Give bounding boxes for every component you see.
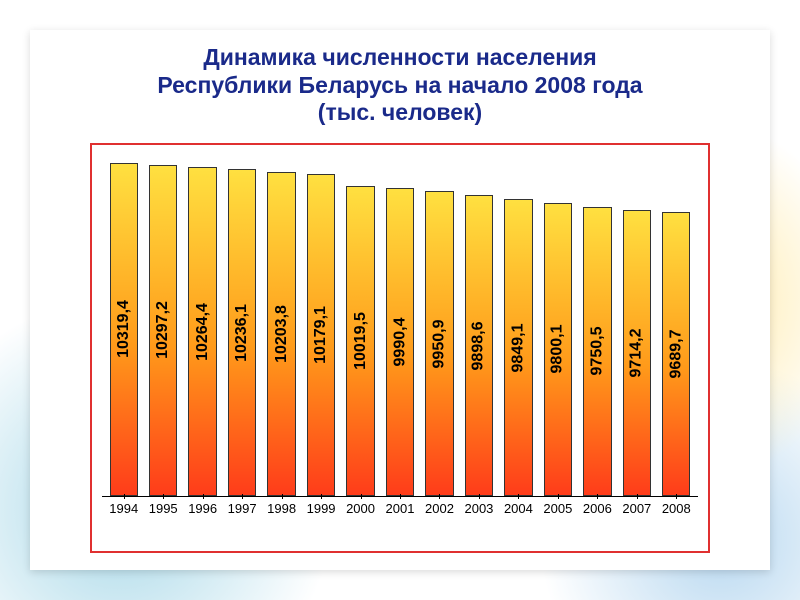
bar-value-label: 9714,2 <box>628 328 646 377</box>
bar: 10297,2 <box>145 157 180 496</box>
bar-value-label: 10203,8 <box>273 305 291 363</box>
bar-plot: 10319,4 10297,2 10264,4 10236,1 10203,8 10179… <box>102 157 698 497</box>
bar-value-label: 9689,7 <box>667 329 685 378</box>
x-tick-label: 2007 <box>619 501 654 516</box>
x-tick-label: 2006 <box>580 501 615 516</box>
bar: 9800,1 <box>540 157 575 496</box>
bar-value-label: 10319,4 <box>115 300 133 358</box>
x-tick-label: 1994 <box>106 501 141 516</box>
x-tick-label: 1996 <box>185 501 220 516</box>
x-tick-label: 1998 <box>264 501 299 516</box>
bar: 9950,9 <box>422 157 457 496</box>
x-tick-label: 2002 <box>422 501 457 516</box>
bar: 10179,1 <box>303 157 338 496</box>
bar: 9849,1 <box>501 157 536 496</box>
bar-value-label: 9990,4 <box>391 318 409 367</box>
bar-value-label: 10179,1 <box>312 306 330 364</box>
bar: 9689,7 <box>659 157 694 496</box>
slide: Динамика численности населения Республик… <box>30 30 770 570</box>
chart-frame: 10319,4 10297,2 10264,4 10236,1 10203,8 10179… <box>90 143 710 553</box>
bar-value-label: 10236,1 <box>233 304 251 362</box>
bar: 9750,5 <box>580 157 615 496</box>
x-tick-label: 1999 <box>303 501 338 516</box>
bar: 9714,2 <box>619 157 654 496</box>
x-tick-label: 2000 <box>343 501 378 516</box>
bar-value-label: 10264,4 <box>194 303 212 361</box>
x-tick-label: 2003 <box>461 501 496 516</box>
bar-value-label: 9800,1 <box>549 325 567 374</box>
bar: 10236,1 <box>224 157 259 496</box>
bar: 10319,4 <box>106 157 141 496</box>
bar-value-label: 9849,1 <box>509 323 527 372</box>
chart-title: Динамика численности населения Республик… <box>30 44 770 137</box>
bar-value-label: 10297,2 <box>154 301 172 359</box>
x-tick-label: 1997 <box>224 501 259 516</box>
bar-value-label: 9950,9 <box>430 319 448 368</box>
bar: 9898,6 <box>461 157 496 496</box>
bar-value-label: 10019,5 <box>352 312 370 370</box>
bar: 10203,8 <box>264 157 299 496</box>
x-tick-label: 2001 <box>382 501 417 516</box>
x-tick-label: 2005 <box>540 501 575 516</box>
bar-value-label: 9898,6 <box>470 321 488 370</box>
x-axis: 1994 1995 1996 1997 1998 1999 2000 2001 2002 2003… <box>102 497 698 516</box>
x-tick-label: 2008 <box>659 501 694 516</box>
bar-value-label: 9750,5 <box>588 327 606 376</box>
x-tick-label: 1995 <box>145 501 180 516</box>
x-tick-label: 2004 <box>501 501 536 516</box>
bar: 9990,4 <box>382 157 417 496</box>
bar: 10264,4 <box>185 157 220 496</box>
bar: 10019,5 <box>343 157 378 496</box>
